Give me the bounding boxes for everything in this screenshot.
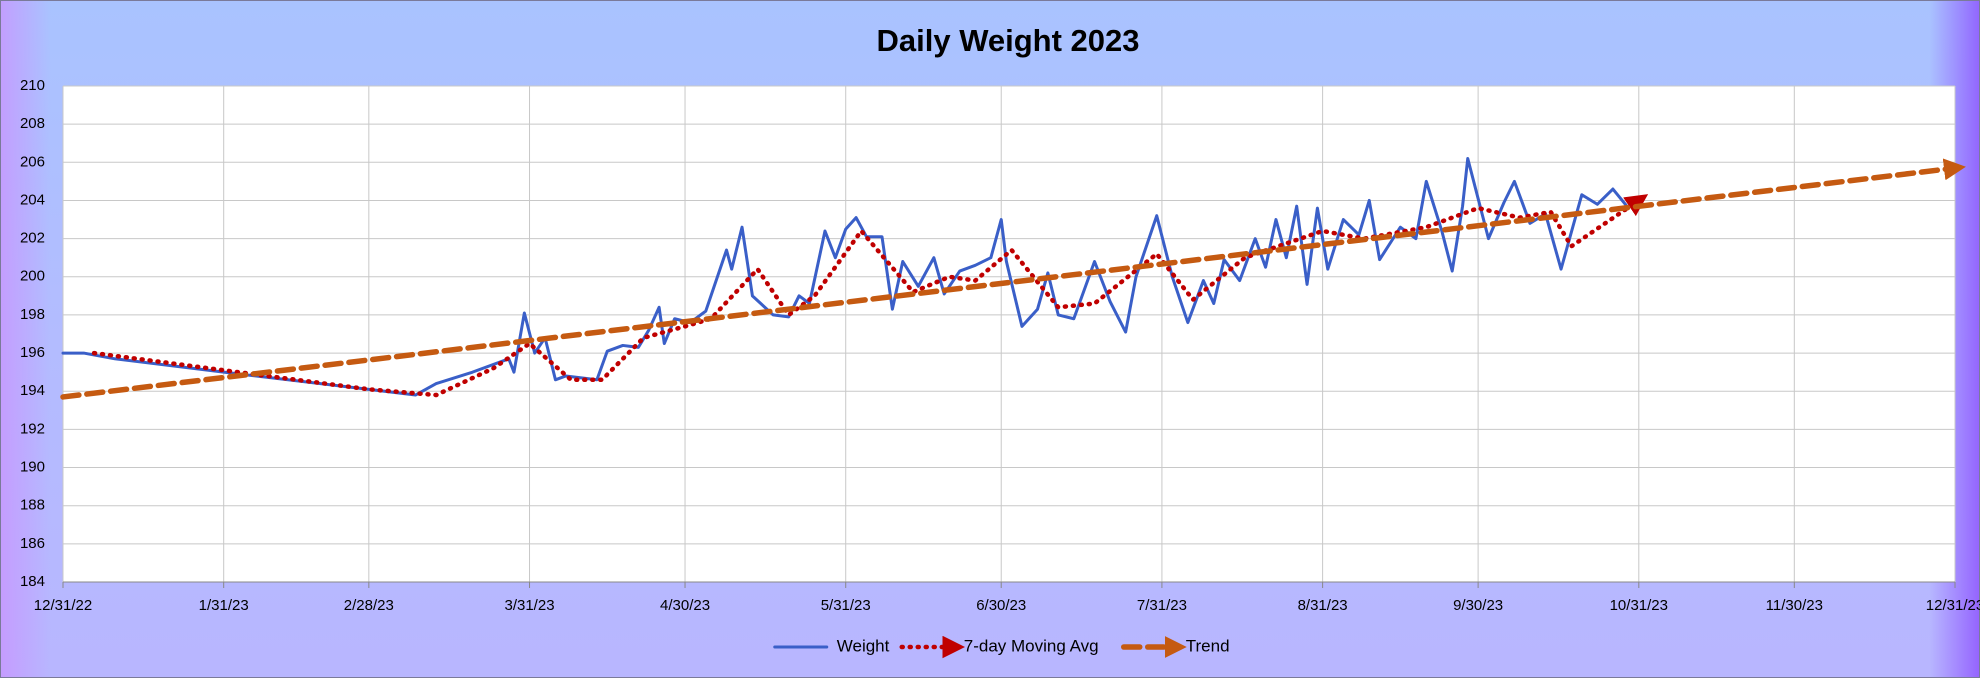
chart-title: Daily Weight 2023 (876, 23, 1139, 58)
series-line (91, 194, 1649, 398)
x-tick-label: 7/31/23 (1137, 597, 1187, 614)
x-tick-label: 6/30/23 (976, 597, 1026, 614)
legend-label: 7-day Moving Avg (964, 636, 1099, 655)
x-tick-label: 12/31/23 (1926, 597, 1980, 614)
x-tick-label: 3/31/23 (504, 597, 554, 614)
x-tick-label: 10/31/23 (1610, 597, 1668, 614)
y-tick-label: 200 (20, 268, 45, 285)
x-tick-label: 12/31/22 (34, 597, 92, 614)
legend-label: Trend (1186, 636, 1230, 655)
y-tick-label: 196 (20, 344, 45, 361)
y-tick-label: 198 (20, 306, 45, 323)
series-line (60, 158, 1966, 400)
y-tick-label: 188 (20, 497, 45, 514)
legend-label: Weight (837, 636, 890, 655)
y-tick-label: 194 (20, 382, 45, 399)
x-tick-label: 5/31/23 (821, 597, 871, 614)
plot-area (63, 86, 1955, 582)
y-tick-label: 186 (20, 535, 45, 552)
x-tick-label: 9/30/23 (1453, 597, 1503, 614)
x-tick-label: 2/28/23 (344, 597, 394, 614)
x-tick-label: 11/30/23 (1766, 597, 1823, 614)
y-tick-label: 192 (20, 420, 45, 437)
y-tick-label: 206 (20, 153, 45, 170)
y-tick-label: 208 (20, 115, 45, 132)
y-tick-label: 202 (20, 230, 45, 247)
x-tick-label: 8/31/23 (1298, 597, 1348, 614)
x-tick-label: 4/30/23 (660, 597, 710, 614)
x-tick-label: 1/31/23 (199, 597, 249, 614)
y-tick-label: 210 (20, 77, 45, 94)
y-tick-label: 184 (20, 573, 45, 590)
y-tick-label: 190 (20, 459, 45, 476)
y-tick-label: 204 (20, 191, 45, 208)
